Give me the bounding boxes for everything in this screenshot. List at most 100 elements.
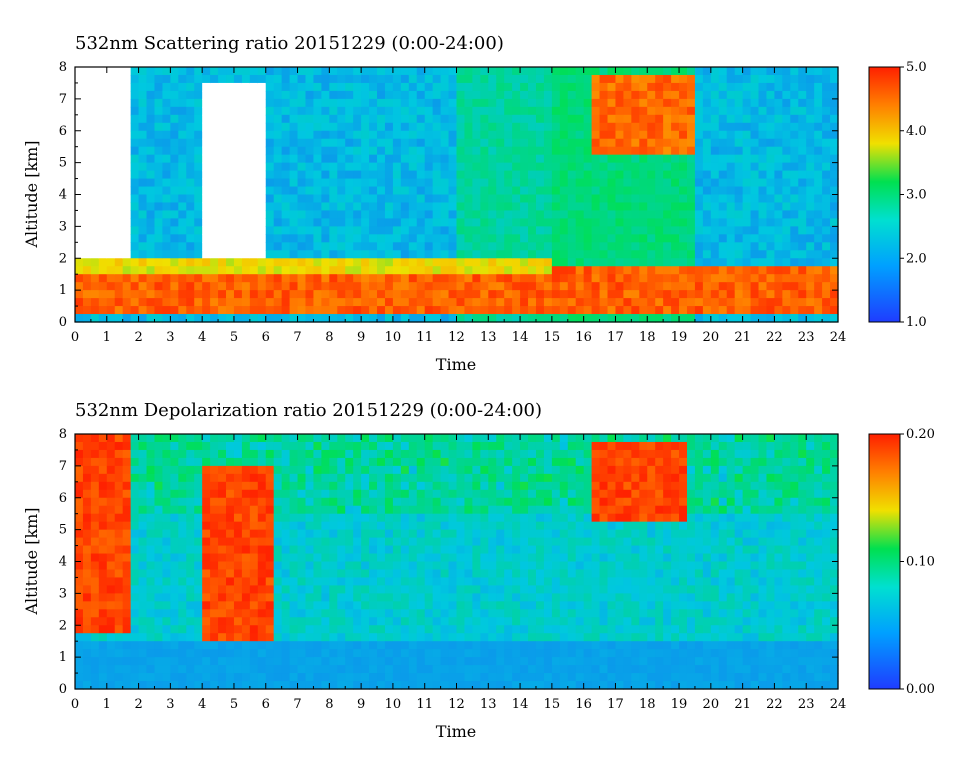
heatmap-cell: [472, 115, 481, 124]
heatmap-cell: [178, 522, 187, 531]
heatmap-cell: [147, 530, 156, 539]
heatmap-cell: [759, 123, 768, 132]
heatmap-cell: [457, 569, 466, 578]
heatmap-cell: [345, 123, 354, 132]
heatmap-cell: [457, 123, 466, 132]
heatmap-cell: [242, 306, 251, 315]
heatmap-cell: [759, 131, 768, 140]
heatmap-cell: [282, 195, 291, 204]
heatmap-cell: [218, 258, 227, 267]
heatmap-cell: [147, 474, 156, 483]
heatmap-cell: [457, 665, 466, 674]
heatmap-cell: [162, 99, 171, 108]
heatmap-cell: [242, 210, 251, 219]
heatmap-cell: [695, 195, 704, 204]
heatmap-cell: [274, 490, 283, 499]
heatmap-cell: [75, 163, 84, 172]
heatmap-cell: [131, 314, 140, 323]
heatmap-cell: [210, 498, 219, 507]
heatmap-cell: [139, 554, 148, 563]
heatmap-cell: [337, 131, 346, 140]
heatmap-cell: [464, 673, 473, 682]
heatmap-cell: [131, 131, 140, 140]
heatmap-cell: [170, 506, 179, 515]
heatmap-cell: [464, 625, 473, 634]
heatmap-cell: [210, 83, 219, 92]
heatmap-cell: [99, 665, 108, 674]
heatmap-cell: [512, 210, 521, 219]
heatmap-cell: [663, 131, 672, 140]
heatmap-cell: [743, 147, 752, 156]
heatmap-cell: [313, 681, 322, 690]
heatmap-cell: [488, 274, 497, 283]
heatmap-cell: [75, 147, 84, 156]
heatmap-cell: [504, 187, 513, 196]
heatmap-cell: [735, 139, 744, 148]
heatmap-cell: [441, 274, 450, 283]
heatmap-cell: [194, 625, 203, 634]
heatmap-cell: [91, 681, 100, 690]
heatmap-cell: [472, 218, 481, 227]
heatmap-cell: [711, 131, 720, 140]
heatmap-cell: [202, 75, 211, 84]
heatmap-cell: [337, 139, 346, 148]
heatmap-cell: [671, 210, 680, 219]
heatmap-cell: [123, 522, 132, 531]
heatmap-cell: [83, 250, 92, 259]
heatmap-cell: [313, 282, 322, 291]
heatmap-cell: [671, 202, 680, 211]
heatmap-cell: [337, 450, 346, 459]
heatmap-cell: [560, 195, 569, 204]
heatmap-cell: [790, 107, 799, 116]
heatmap-cell: [329, 593, 338, 602]
heatmap-cell: [457, 506, 466, 515]
heatmap-cell: [290, 83, 299, 92]
heatmap-cell: [544, 195, 553, 204]
heatmap-cell: [496, 282, 505, 291]
heatmap-cell: [139, 250, 148, 259]
heatmap-cell: [464, 569, 473, 578]
heatmap-cell: [735, 290, 744, 299]
heatmap-cell: [258, 601, 267, 610]
heatmap-cell: [107, 202, 116, 211]
heatmap-cell: [568, 195, 577, 204]
heatmap-cell: [194, 163, 203, 172]
heatmap-cell: [560, 314, 569, 323]
heatmap-cell: [385, 601, 394, 610]
heatmap-cell: [774, 155, 783, 164]
heatmap-cell: [433, 649, 442, 658]
heatmap-cell: [743, 210, 752, 219]
heatmap-cell: [751, 242, 760, 251]
heatmap-cell: [178, 554, 187, 563]
heatmap-cell: [123, 250, 132, 259]
heatmap-cell: [480, 234, 489, 243]
heatmap-cell: [210, 314, 219, 323]
heatmap-cell: [266, 577, 275, 586]
heatmap-cell: [663, 306, 672, 315]
heatmap-cell: [743, 234, 752, 243]
heatmap-cell: [623, 99, 632, 108]
heatmap-cell: [488, 75, 497, 84]
heatmap-cell: [782, 91, 791, 100]
heatmap-cell: [91, 569, 100, 578]
heatmap-cell: [83, 139, 92, 148]
heatmap-cell: [178, 67, 187, 76]
heatmap-cell: [504, 633, 513, 642]
heatmap-cell: [313, 234, 322, 243]
heatmap-cell: [123, 131, 132, 140]
heatmap-cell: [266, 546, 275, 555]
heatmap-cell: [703, 258, 712, 267]
heatmap-cell: [258, 585, 267, 594]
heatmap-cell: [719, 218, 728, 227]
heatmap-cell: [409, 139, 418, 148]
heatmap-cell: [639, 107, 648, 116]
heatmap-cell: [520, 282, 529, 291]
heatmap-cell: [170, 282, 179, 291]
heatmap-cell: [353, 83, 362, 92]
heatmap-cell: [131, 107, 140, 116]
heatmap-cell: [631, 234, 640, 243]
heatmap-cell: [639, 306, 648, 315]
heatmap-cell: [671, 91, 680, 100]
heatmap-cell: [401, 434, 410, 443]
heatmap-cell: [147, 290, 156, 299]
